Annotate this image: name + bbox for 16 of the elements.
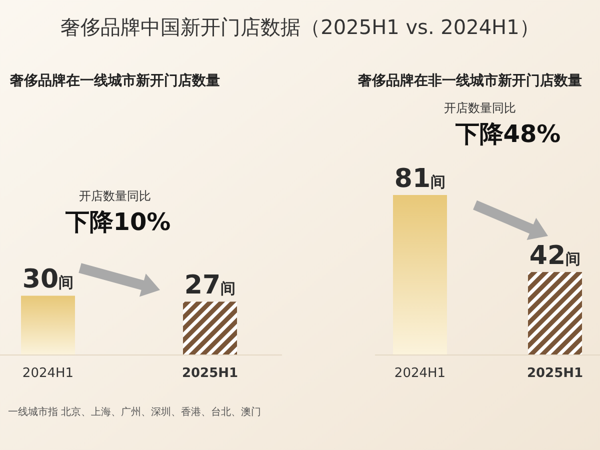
chart-title: 奢侈品牌中国新开门店数据（2025H1 vs. 2024H1） bbox=[60, 15, 540, 39]
text: 开店数量同比 bbox=[79, 189, 151, 203]
x-tick-label: 2025H1 bbox=[182, 366, 238, 381]
data-label: 81间 bbox=[394, 164, 446, 194]
data-label: 42间 bbox=[529, 241, 581, 272]
x-tick-label: 2024H1 bbox=[22, 366, 74, 381]
data-label: 30间 bbox=[22, 264, 74, 295]
text: 下降10% bbox=[64, 208, 171, 236]
x-tick-label: 2025H1 bbox=[526, 366, 584, 381]
text: 开店数量同比 bbox=[444, 101, 516, 115]
text: 一线城市指 北京、上海、广州、深圳、香港、台北、澳门 bbox=[8, 406, 262, 418]
data-label: 27间 bbox=[184, 270, 236, 301]
chart-subtitle: 奢侈品牌在非一线城市新开门店数量 bbox=[357, 72, 582, 89]
text: 下降48% bbox=[454, 120, 561, 148]
x-tick-label: 2024H1 bbox=[394, 366, 446, 381]
chart-subtitle: 奢侈品牌在一线城市新开门店数量 bbox=[9, 72, 220, 89]
